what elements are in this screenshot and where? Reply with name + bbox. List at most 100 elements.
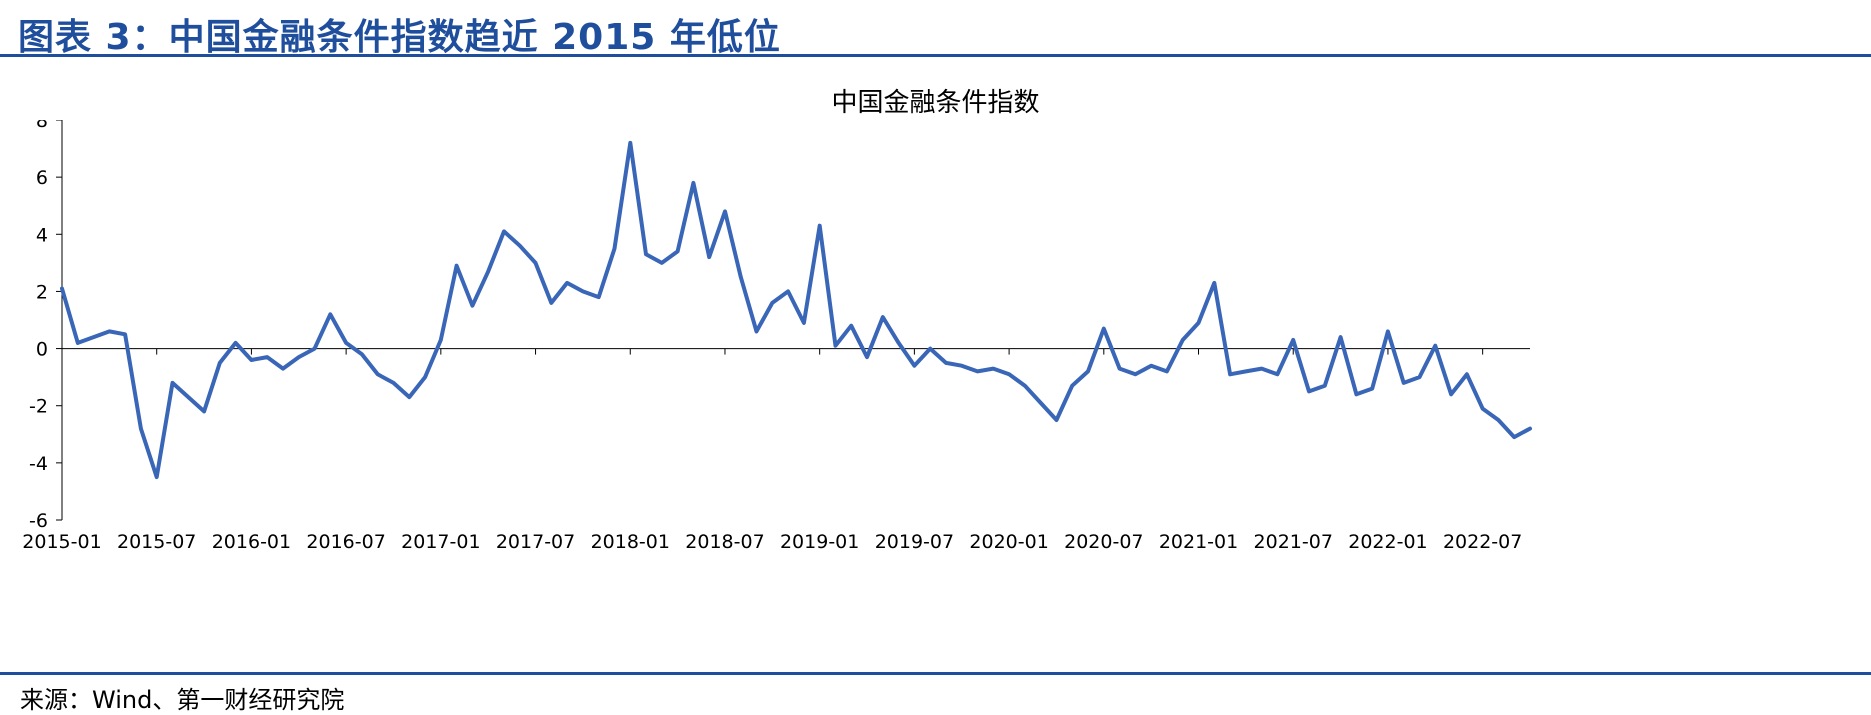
data-point bbox=[1165, 369, 1169, 373]
data-point bbox=[218, 361, 222, 365]
data-point bbox=[849, 324, 853, 328]
data-point bbox=[313, 347, 317, 351]
data-point bbox=[755, 329, 758, 333]
source-note: 来源：Wind、第一财经研究院 bbox=[20, 686, 345, 714]
data-point bbox=[691, 181, 695, 185]
data-point bbox=[455, 264, 459, 268]
x-tick-label: 2017-01 bbox=[401, 531, 480, 553]
y-tick-label: 6 bbox=[36, 167, 48, 189]
data-point bbox=[644, 252, 648, 256]
data-point bbox=[1070, 384, 1074, 388]
series-line bbox=[60, 140, 1532, 480]
data-point bbox=[834, 344, 837, 348]
data-point bbox=[265, 355, 269, 359]
data-point bbox=[1370, 387, 1374, 391]
data-point bbox=[1007, 372, 1011, 376]
data-point bbox=[581, 289, 585, 293]
x-tick-label: 2020-01 bbox=[969, 531, 1048, 553]
data-point bbox=[360, 352, 364, 356]
data-point bbox=[1149, 364, 1153, 368]
data-point bbox=[1118, 367, 1122, 371]
data-point bbox=[1402, 381, 1406, 385]
data-point bbox=[1291, 338, 1295, 342]
data-point bbox=[92, 335, 96, 339]
x-tick-label: 2020-07 bbox=[1064, 531, 1143, 553]
chart-title: 中国金融条件指数 bbox=[831, 88, 1040, 118]
data-point bbox=[613, 247, 616, 251]
data-point bbox=[770, 301, 774, 305]
x-tick-label: 2016-07 bbox=[306, 531, 385, 553]
x-tick-label: 2018-07 bbox=[685, 531, 764, 553]
data-point bbox=[881, 315, 885, 319]
data-point bbox=[1244, 369, 1248, 373]
x-tick-label: 2015-07 bbox=[117, 531, 196, 553]
data-point bbox=[1275, 372, 1279, 376]
data-point bbox=[328, 312, 332, 316]
data-point bbox=[707, 255, 711, 259]
data-point bbox=[392, 381, 395, 385]
data-point bbox=[534, 261, 537, 265]
x-tick-label: 2019-07 bbox=[875, 531, 954, 553]
x-tick-label: 2017-07 bbox=[496, 531, 575, 553]
footer-divider bbox=[0, 672, 1871, 675]
data-point bbox=[660, 261, 664, 265]
x-tick-label: 2021-01 bbox=[1159, 531, 1238, 553]
data-point bbox=[297, 355, 301, 359]
x-tick-label: 2022-01 bbox=[1348, 531, 1427, 553]
data-point bbox=[597, 295, 601, 299]
figure-title: 图表 3：中国金融条件指数趋近 2015 年低位 bbox=[18, 17, 781, 58]
data-point bbox=[439, 338, 443, 342]
data-point bbox=[1102, 327, 1106, 331]
data-point bbox=[802, 321, 806, 325]
data-point bbox=[1528, 427, 1532, 431]
data-point bbox=[818, 224, 822, 228]
data-point bbox=[628, 141, 632, 145]
data-point bbox=[60, 287, 64, 291]
data-point bbox=[1212, 281, 1216, 285]
y-tick-label: -2 bbox=[29, 396, 48, 418]
data-point bbox=[676, 249, 680, 253]
data-point bbox=[1449, 392, 1453, 396]
data-point bbox=[1307, 389, 1311, 393]
data-point bbox=[76, 341, 80, 345]
data-point bbox=[1481, 407, 1485, 411]
data-point bbox=[376, 372, 380, 376]
x-tick-label: 2019-01 bbox=[780, 531, 859, 553]
data-point bbox=[1055, 418, 1058, 422]
data-point bbox=[407, 395, 411, 399]
data-point bbox=[739, 275, 743, 279]
data-point bbox=[1496, 418, 1500, 422]
data-point bbox=[281, 367, 285, 371]
data-point bbox=[171, 381, 174, 385]
data-point bbox=[1228, 372, 1232, 376]
data-point bbox=[1023, 384, 1027, 388]
data-point bbox=[1133, 372, 1137, 376]
data-point bbox=[344, 341, 348, 345]
data-point bbox=[865, 355, 869, 359]
data-point bbox=[897, 341, 901, 345]
x-tick-label: 2015-01 bbox=[22, 531, 101, 553]
data-point bbox=[1354, 392, 1358, 396]
data-point bbox=[976, 369, 979, 373]
data-point bbox=[991, 367, 995, 371]
data-point bbox=[1197, 321, 1200, 325]
data-point bbox=[1433, 344, 1437, 348]
report-header: 图表 3：中国金融条件指数趋近 2015 年低位 bbox=[0, 0, 1871, 58]
data-point bbox=[486, 269, 490, 273]
data-point bbox=[470, 304, 474, 308]
x-tick-label: 2021-07 bbox=[1254, 531, 1333, 553]
data-point bbox=[107, 329, 111, 333]
data-point bbox=[549, 301, 553, 305]
data-point bbox=[123, 332, 127, 336]
data-point bbox=[1465, 372, 1469, 376]
data-point bbox=[1086, 369, 1090, 373]
data-point bbox=[944, 361, 948, 365]
data-point bbox=[423, 375, 427, 379]
header-divider bbox=[0, 54, 1871, 57]
data-point bbox=[1323, 384, 1327, 388]
data-point bbox=[139, 427, 143, 431]
x-tick-label: 2018-01 bbox=[591, 531, 670, 553]
data-point bbox=[1339, 335, 1343, 339]
y-tick-label: -6 bbox=[29, 510, 48, 532]
data-point bbox=[1386, 329, 1390, 333]
